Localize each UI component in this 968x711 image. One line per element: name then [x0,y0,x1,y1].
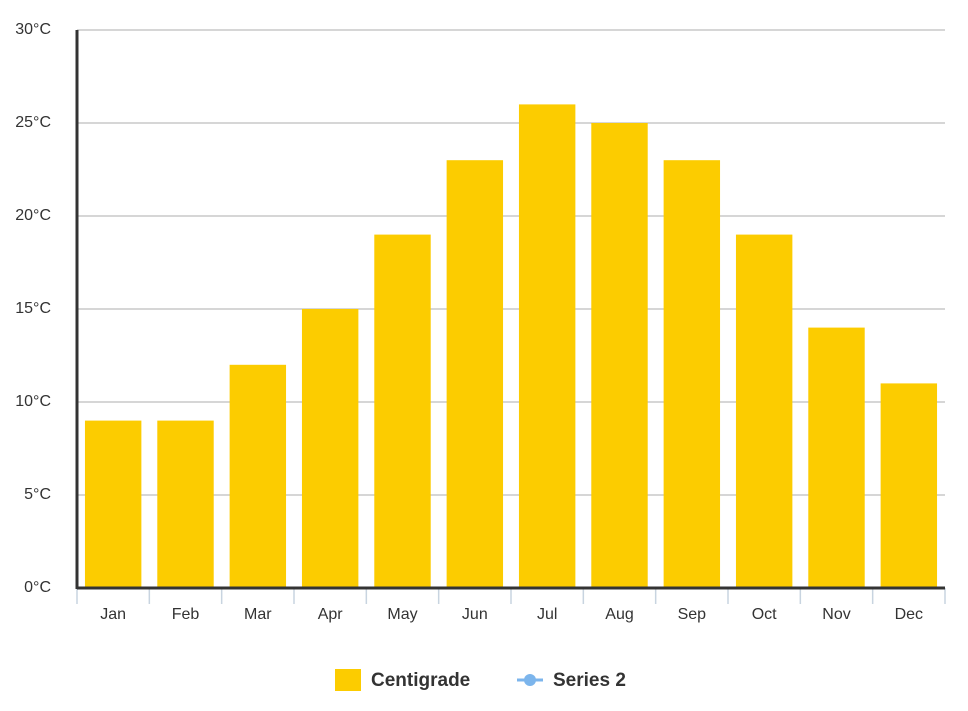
bar [663,160,721,588]
bar [229,364,287,588]
x-tick-label: Oct [752,606,777,623]
legend-label: Series 2 [553,670,626,691]
bar [808,327,865,588]
legend-marker [524,674,536,686]
x-tick-label: Feb [172,606,200,623]
y-tick-label: 10°C [15,393,51,410]
bar [880,383,938,588]
bar [84,420,142,588]
bar [446,160,504,588]
bar [301,309,359,588]
bar [374,234,431,588]
y-tick-label: 15°C [15,300,51,317]
x-tick-label: May [387,606,417,623]
x-tick-label: Aug [605,606,633,623]
x-tick-label: Nov [822,606,850,623]
bar [735,234,793,588]
x-tick-label: Dec [895,606,923,623]
bar [591,123,648,588]
x-tick-label: Apr [318,606,344,623]
x-tick-label: Jan [100,606,126,623]
y-tick-label: 20°C [15,207,51,224]
bar [518,104,576,589]
x-tick-label: Jun [462,606,488,623]
x-tick-label: Jul [537,606,557,623]
x-tick-label: Sep [678,606,707,623]
y-tick-label: 5°C [24,486,51,503]
x-tick-label: Mar [244,606,272,623]
legend-label: Centigrade [371,670,470,691]
y-tick-label: 25°C [15,114,51,131]
y-tick-label: 30°C [15,21,51,38]
legend-marker [335,669,361,691]
y-tick-label: 0°C [24,579,51,596]
bar [157,420,214,588]
